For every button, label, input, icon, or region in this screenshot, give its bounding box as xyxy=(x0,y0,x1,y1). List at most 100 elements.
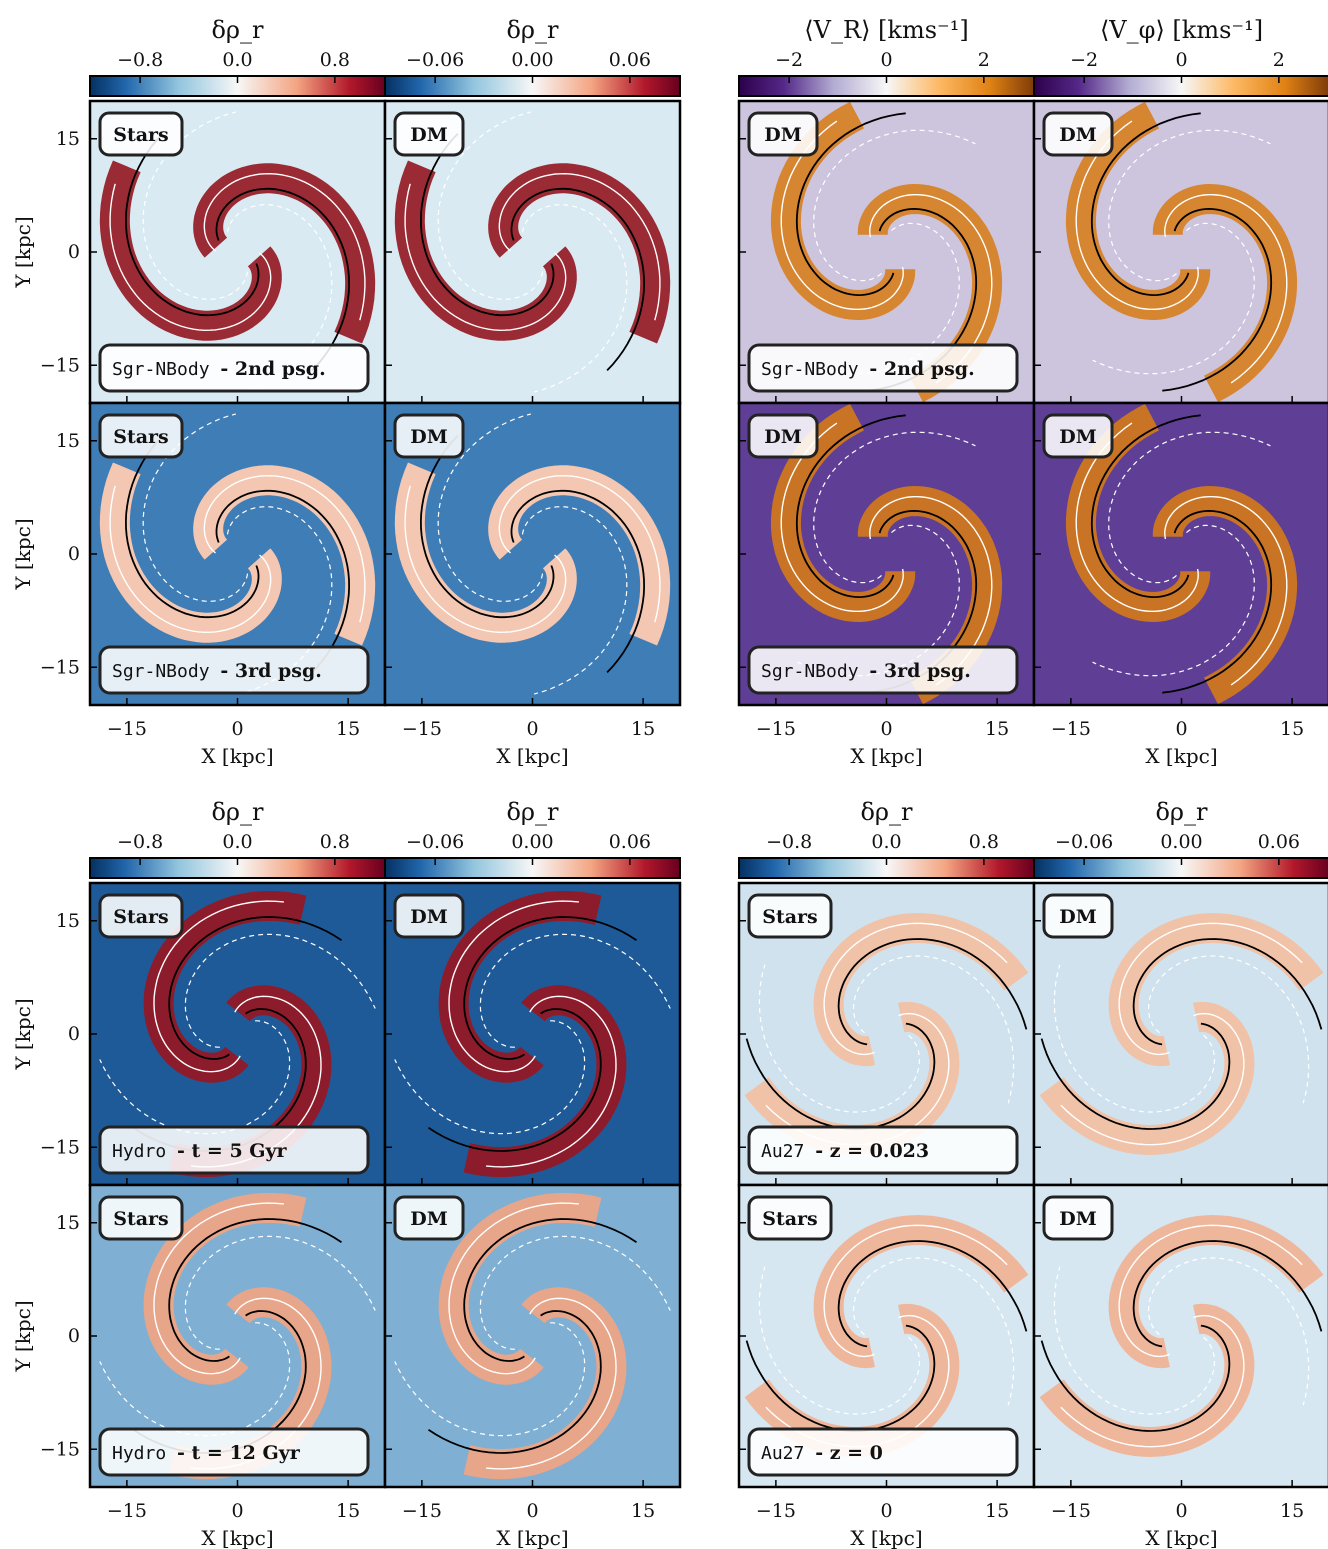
x-tick-label: 0 xyxy=(880,1500,892,1522)
component-label-box xyxy=(1042,413,1114,459)
contour-line xyxy=(510,489,646,674)
x-tick-label: 0 xyxy=(526,718,538,740)
contour-line xyxy=(1162,509,1273,694)
y-tick-label: 15 xyxy=(56,128,80,150)
colorbar-tick-label: 2 xyxy=(1273,49,1285,71)
component-label-box xyxy=(98,413,184,459)
contour-line xyxy=(758,1266,921,1415)
colorbar-tick-label: 0.00 xyxy=(1160,831,1202,853)
contour-line xyxy=(1118,922,1303,1056)
colorbar-title: ⟨V_φ⟩ [kms⁻¹] xyxy=(1100,16,1263,44)
contour-line xyxy=(869,496,993,686)
x-axis-label: X [kpc] xyxy=(201,744,273,768)
contour-line xyxy=(153,900,284,1073)
panel-group-4: δρ_r −0.8 0.0 0.8 δρ_r −0.06 0.00 0.06 Stars DM Au… xyxy=(737,798,1328,1549)
run-label-box xyxy=(747,645,1019,695)
colorbar-title: δρ_r xyxy=(860,798,913,826)
panel-group-2: ⟨V_R⟩ [kms⁻¹]−2 0 2⟨V_φ⟩ [kms⁻¹]−2 0 2DM DMSg… xyxy=(737,16,1328,768)
contour-line xyxy=(1060,1012,1245,1146)
contour-line xyxy=(168,916,342,1060)
y-tick-label: 15 xyxy=(56,910,80,932)
component-label: DM xyxy=(1059,906,1097,928)
x-tick-label: 15 xyxy=(631,718,655,740)
x-tick-label: 0 xyxy=(231,1500,243,1522)
run-label-box xyxy=(98,1125,370,1175)
contour-line xyxy=(1053,1266,1216,1415)
run-label: Sgr-NBody - 2nd psg. xyxy=(112,358,326,380)
contour-line xyxy=(869,194,993,384)
x-axis-label: X [kpc] xyxy=(850,1526,922,1549)
contour-line xyxy=(1108,431,1271,584)
contour-line xyxy=(1164,496,1288,686)
colorbar-tick-label: 0.8 xyxy=(320,49,350,71)
contour-line xyxy=(486,1297,617,1470)
colorbar-title: δρ_r xyxy=(506,798,559,826)
component-label-box xyxy=(747,413,819,459)
run-label-box xyxy=(98,645,370,695)
contour-line xyxy=(823,1224,1008,1358)
run-label: Sgr-NBody - 2nd psg. xyxy=(761,358,975,380)
contour-line xyxy=(1108,1214,1324,1369)
contour-line xyxy=(99,1322,291,1437)
contour-line xyxy=(745,1324,936,1432)
contour-line xyxy=(404,183,567,332)
contour-line xyxy=(1065,403,1211,623)
run-label-box xyxy=(98,343,370,393)
colorbar-tick-label: 0.0 xyxy=(871,831,901,853)
colorbar-tick-label: 0.00 xyxy=(511,49,553,71)
x-tick-label: 15 xyxy=(985,1500,1009,1522)
contour-line xyxy=(857,485,1003,705)
y-tick-label: 0 xyxy=(68,543,80,565)
contour-line xyxy=(813,1214,1029,1369)
contour-line xyxy=(795,414,906,599)
run-label: Au27 - z = 0.023 xyxy=(761,1140,929,1162)
contour-line xyxy=(1152,183,1298,403)
contour-line xyxy=(1147,955,1310,1104)
contour-line xyxy=(419,132,555,317)
map-panel: DM xyxy=(383,99,682,405)
contour-line xyxy=(1040,1022,1231,1130)
x-tick-label: 15 xyxy=(1280,1500,1304,1522)
run-label: Hydro - t = 12 Gyr xyxy=(112,1442,301,1464)
contour-line xyxy=(780,120,904,310)
contour-line xyxy=(463,1218,637,1362)
contour-line xyxy=(1108,912,1324,1067)
component-label: Stars xyxy=(113,426,169,448)
contour-line xyxy=(823,922,1008,1056)
contour-line xyxy=(486,995,617,1168)
component-label-box xyxy=(747,111,819,157)
component-label: DM xyxy=(1059,1208,1097,1230)
contour-line xyxy=(1132,1240,1323,1348)
contour-line xyxy=(813,431,976,584)
contour-line xyxy=(488,465,671,646)
component-label: DM xyxy=(410,1208,448,1230)
component-label: DM xyxy=(764,426,802,448)
component-label: DM xyxy=(410,906,448,928)
contour-line xyxy=(488,163,671,344)
x-tick-label: −15 xyxy=(107,718,147,740)
contour-line xyxy=(437,111,544,300)
x-tick-label: 15 xyxy=(631,1500,655,1522)
y-tick-label: 15 xyxy=(56,1212,80,1234)
contour-line xyxy=(1090,414,1201,599)
component-label-box xyxy=(393,413,465,459)
run-label-box xyxy=(747,1125,1019,1175)
y-tick-label: −15 xyxy=(40,1438,80,1460)
contour-line xyxy=(215,489,351,674)
contour-line xyxy=(437,413,544,602)
colorbar-title: δρ_r xyxy=(211,16,264,44)
contour-line xyxy=(1065,101,1211,321)
contour-line xyxy=(745,1022,936,1130)
contour-line xyxy=(1053,964,1216,1113)
run-label: Sgr-NBody - 3rd psg. xyxy=(112,660,322,682)
x-axis-label: X [kpc] xyxy=(201,1526,273,1549)
colorbar-tick-label: 0.8 xyxy=(969,831,999,853)
y-tick-label: −15 xyxy=(40,1136,80,1158)
x-axis-label: X [kpc] xyxy=(496,1526,568,1549)
contour-line xyxy=(479,933,671,1048)
x-axis-label: X [kpc] xyxy=(496,744,568,768)
component-label: DM xyxy=(410,124,448,146)
y-tick-label: 15 xyxy=(56,430,80,452)
component-label-box xyxy=(98,111,184,157)
